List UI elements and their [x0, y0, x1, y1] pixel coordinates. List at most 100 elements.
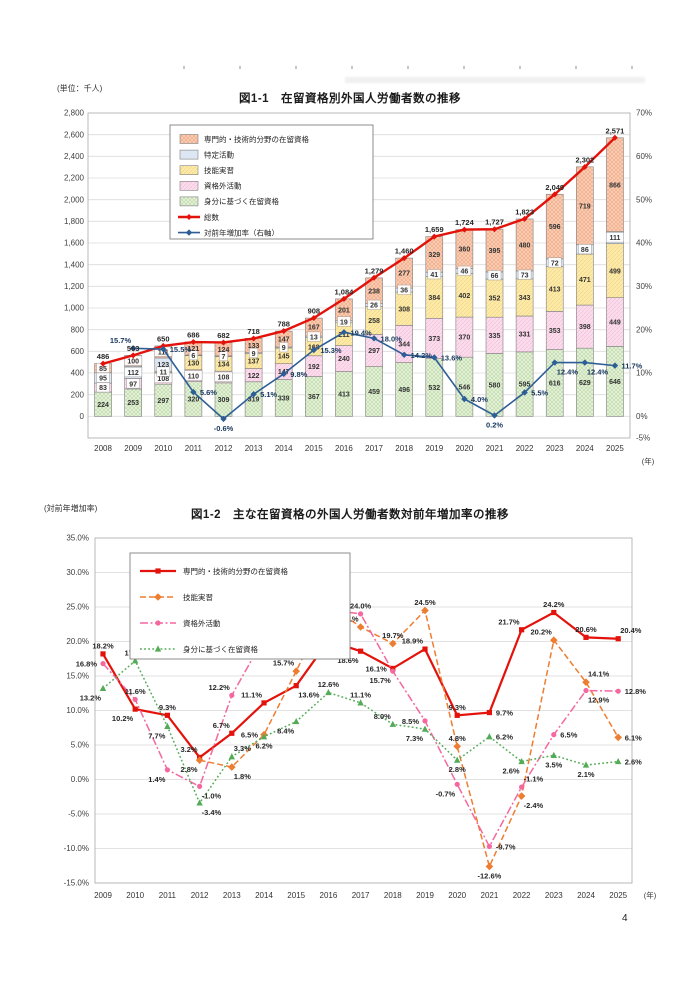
- svg-text:2.1%: 2.1%: [577, 770, 594, 779]
- svg-text:1,400: 1,400: [64, 260, 85, 269]
- svg-text:2.8%: 2.8%: [180, 765, 197, 774]
- svg-text:18.6%: 18.6%: [337, 656, 359, 665]
- svg-text:16.1%: 16.1%: [366, 664, 388, 673]
- svg-text:111: 111: [158, 350, 169, 357]
- svg-text:20.0%: 20.0%: [66, 637, 89, 646]
- svg-text:83: 83: [99, 385, 107, 392]
- svg-text:9: 9: [252, 351, 256, 358]
- svg-text:147: 147: [278, 337, 290, 344]
- svg-text:480: 480: [519, 243, 531, 250]
- svg-text:35.0%: 35.0%: [66, 534, 89, 543]
- svg-text:86: 86: [581, 247, 589, 254]
- svg-text:20.2%: 20.2%: [531, 628, 553, 637]
- svg-text:(年): (年): [644, 890, 657, 900]
- svg-text:12.2%: 12.2%: [209, 683, 231, 692]
- svg-text:108: 108: [157, 376, 169, 383]
- chart2-series-3: [99, 657, 622, 806]
- svg-text:97: 97: [129, 381, 137, 388]
- svg-text:-5%: -5%: [636, 434, 650, 443]
- svg-text:46: 46: [460, 269, 468, 276]
- svg-text:2,302: 2,302: [575, 155, 594, 164]
- svg-text:2011: 2011: [185, 444, 203, 453]
- svg-text:2,200: 2,200: [64, 174, 85, 183]
- svg-text:11.1%: 11.1%: [241, 690, 262, 699]
- svg-text:2012: 2012: [191, 891, 209, 900]
- svg-text:240: 240: [338, 356, 350, 363]
- svg-text:5.1%: 5.1%: [260, 390, 277, 399]
- svg-text:10%: 10%: [636, 369, 652, 378]
- svg-text:486: 486: [97, 352, 110, 361]
- svg-text:719: 719: [579, 203, 591, 210]
- svg-text:95: 95: [99, 376, 107, 383]
- svg-text:専門的・技術的分野の在留資格: 専門的・技術的分野の在留資格: [183, 566, 288, 576]
- svg-text:258: 258: [368, 318, 380, 325]
- svg-text:11.7%: 11.7%: [621, 362, 642, 371]
- svg-text:2015: 2015: [287, 891, 305, 900]
- svg-text:253: 253: [127, 400, 139, 407]
- chart2-axis-caption: (対前年増加率): [44, 504, 98, 513]
- svg-text:471: 471: [579, 277, 591, 284]
- svg-text:13.6%: 13.6%: [441, 353, 463, 362]
- svg-text:2018: 2018: [395, 444, 413, 453]
- svg-text:122: 122: [248, 373, 260, 380]
- svg-text:682: 682: [217, 331, 230, 340]
- svg-text:10.2%: 10.2%: [112, 714, 134, 723]
- svg-text:1,800: 1,800: [64, 217, 85, 226]
- svg-text:600: 600: [71, 347, 85, 356]
- svg-text:73: 73: [521, 273, 529, 280]
- svg-text:11.6%: 11.6%: [125, 687, 146, 696]
- svg-text:616: 616: [549, 381, 561, 388]
- svg-text:320: 320: [188, 397, 200, 404]
- svg-text:124: 124: [218, 347, 230, 354]
- svg-text:-1.0%: -1.0%: [202, 791, 222, 800]
- svg-text:121: 121: [188, 346, 200, 353]
- svg-text:36: 36: [400, 288, 408, 295]
- svg-text:100: 100: [127, 358, 139, 365]
- svg-text:238: 238: [368, 288, 380, 295]
- svg-text:499: 499: [609, 268, 621, 275]
- svg-text:459: 459: [368, 389, 380, 396]
- svg-text:7.7%: 7.7%: [148, 731, 165, 740]
- svg-text:24.2%: 24.2%: [543, 600, 565, 609]
- svg-text:24.0%: 24.0%: [350, 601, 372, 610]
- chart1-title: 図1-1 在留資格別外国人労働者数の推移: [238, 93, 462, 105]
- svg-text:133: 133: [248, 343, 260, 350]
- svg-text:-1.1%: -1.1%: [524, 775, 544, 784]
- svg-text:20.6%: 20.6%: [575, 625, 597, 634]
- svg-text:111: 111: [609, 235, 620, 242]
- svg-text:277: 277: [398, 271, 410, 278]
- svg-text:1.4%: 1.4%: [148, 775, 165, 784]
- svg-text:2,049: 2,049: [545, 183, 564, 192]
- chart2-labels-3: 13.2%17.2%7.7%-3.4%3.3%6.2%8.4%12.6%11.1…: [80, 648, 642, 817]
- svg-text:384: 384: [428, 295, 440, 302]
- svg-text:788: 788: [277, 319, 290, 328]
- svg-text:331: 331: [519, 332, 531, 339]
- svg-text:2017: 2017: [365, 444, 383, 453]
- svg-text:6.2%: 6.2%: [255, 742, 272, 751]
- svg-text:72: 72: [551, 260, 559, 267]
- svg-text:130: 130: [188, 360, 200, 367]
- svg-text:2,571: 2,571: [606, 126, 625, 135]
- svg-text:9.7%: 9.7%: [496, 709, 513, 718]
- svg-text:370: 370: [459, 335, 471, 342]
- svg-text:5.0%: 5.0%: [71, 741, 89, 750]
- svg-text:20.4%: 20.4%: [620, 626, 642, 635]
- svg-text:13.6%: 13.6%: [298, 691, 320, 700]
- svg-text:2.6%: 2.6%: [502, 767, 519, 776]
- svg-text:224: 224: [97, 402, 109, 409]
- svg-text:1,659: 1,659: [425, 225, 444, 234]
- svg-text:12.4%: 12.4%: [557, 368, 579, 377]
- svg-text:2009: 2009: [124, 444, 142, 453]
- svg-text:339: 339: [278, 396, 290, 403]
- svg-text:2014: 2014: [275, 444, 293, 453]
- svg-text:2008: 2008: [94, 444, 112, 453]
- svg-text:1,460: 1,460: [395, 247, 414, 256]
- svg-text:596: 596: [549, 224, 561, 231]
- svg-text:0: 0: [80, 412, 85, 421]
- chart1-total-line: [100, 134, 618, 367]
- svg-text:2,000: 2,000: [64, 195, 85, 204]
- svg-text:686: 686: [187, 331, 200, 340]
- svg-text:201: 201: [338, 307, 350, 314]
- svg-text:413: 413: [549, 287, 561, 294]
